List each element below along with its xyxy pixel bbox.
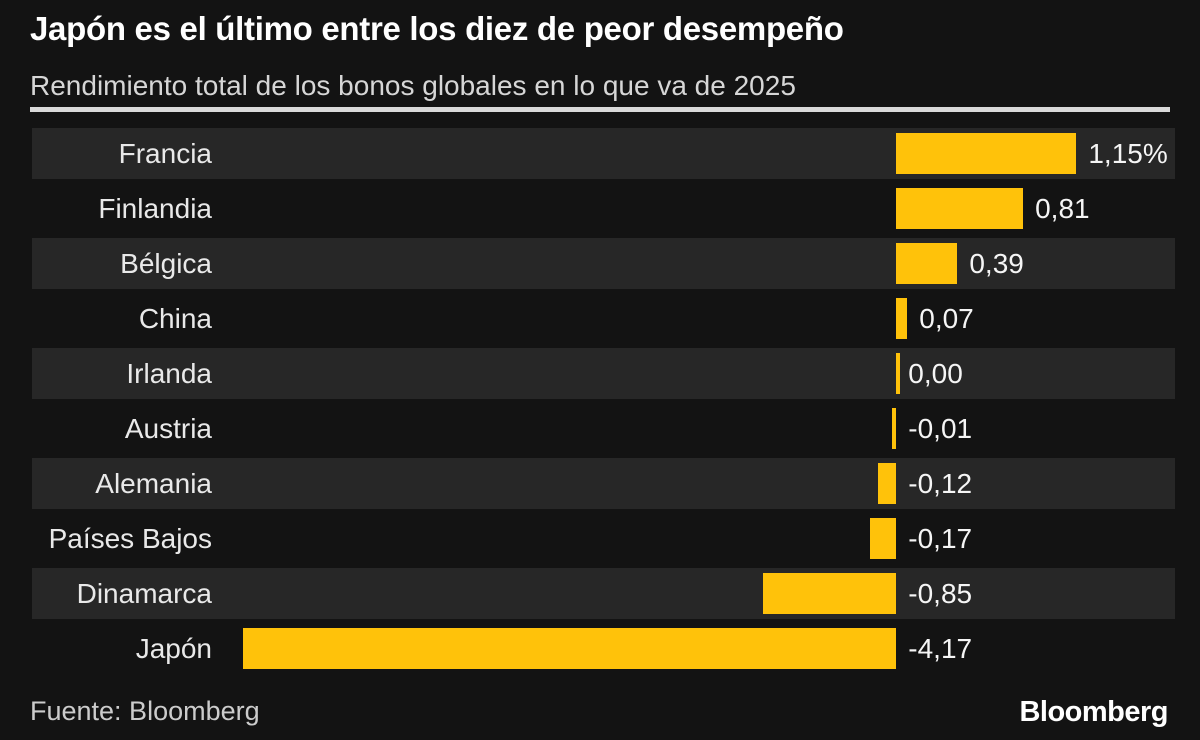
bar: [869, 518, 897, 559]
chart-row: Finlandia 0,81: [32, 183, 1175, 234]
chart-row: Japón -4,17: [32, 623, 1175, 674]
chart-title: Japón es el último entre los diez de peo…: [30, 10, 844, 47]
row-label: Francia: [118, 138, 212, 169]
chart-row: Países Bajos -0,17: [32, 513, 1175, 564]
bar-value: -0,12: [908, 468, 973, 499]
chart-row: Austria -0,01: [32, 403, 1175, 454]
header-divider: [30, 107, 1170, 112]
row-label: China: [138, 303, 212, 334]
chart-row: Alemania -0,12: [32, 458, 1175, 509]
chart-row: China 0,07: [32, 293, 1175, 344]
bar-value: -4,17: [908, 633, 973, 664]
bar: [243, 628, 897, 669]
row-label: Irlanda: [126, 358, 212, 389]
row-label: Países Bajos: [48, 523, 212, 554]
bar-chart: Francia 1,15% Finlandia 0,81 Bélgica 0,3…: [32, 128, 1175, 678]
row-label: Austria: [124, 413, 212, 444]
bar: [892, 408, 897, 449]
row-label: Finlandia: [98, 193, 212, 224]
row-label: Alemania: [95, 468, 212, 499]
chart-row: Francia 1,15%: [32, 128, 1175, 179]
bar: [896, 243, 958, 284]
chart-row: Irlanda 0,00: [32, 348, 1175, 399]
bar-value: 1,15%: [1088, 138, 1168, 169]
bar-value: -0,01: [908, 413, 973, 444]
row-label: Bélgica: [120, 248, 212, 279]
chart-row: Bélgica 0,39: [32, 238, 1175, 289]
bar-value: -0,85: [908, 578, 973, 609]
source-credit: Fuente: Bloomberg: [30, 696, 260, 726]
bar: [877, 463, 897, 504]
bar-value: 0,81: [1035, 193, 1090, 224]
chart-subtitle: Rendimiento total de los bonos globales …: [30, 70, 796, 101]
row-label: Dinamarca: [76, 578, 212, 609]
bar-value: 0,07: [919, 303, 974, 334]
chart-row: Dinamarca -0,85: [32, 568, 1175, 619]
bar: [763, 573, 897, 614]
bar-value: 0,00: [908, 358, 963, 389]
bloomberg-logo: Bloomberg: [1019, 696, 1168, 728]
bar-value: 0,39: [969, 248, 1024, 279]
row-label: Japón: [135, 633, 212, 664]
bar: [896, 353, 901, 394]
bar: [896, 188, 1024, 229]
bar: [896, 133, 1077, 174]
bar-value: -0,17: [908, 523, 973, 554]
bar: [896, 298, 908, 339]
